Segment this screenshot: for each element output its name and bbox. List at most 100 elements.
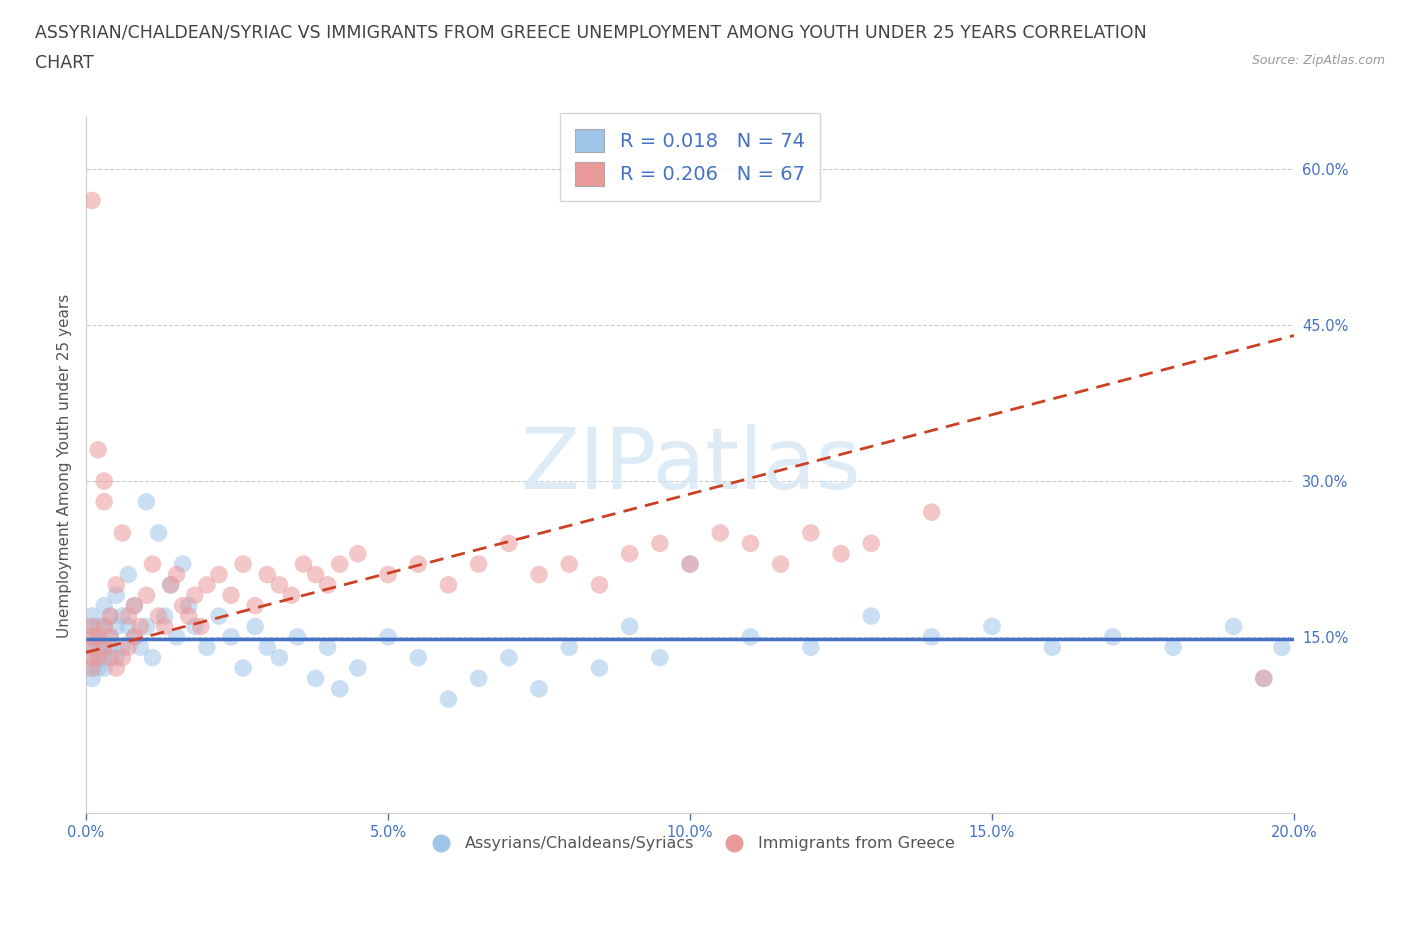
- Point: [82, 630, 104, 644]
- Point: [82, 671, 104, 685]
- Point: [124, 598, 146, 613]
- Point: [377, 567, 399, 582]
- Point: [93, 660, 115, 675]
- Point: [347, 660, 370, 675]
- Point: [208, 567, 231, 582]
- Point: [280, 588, 302, 603]
- Point: [166, 567, 188, 582]
- Point: [82, 640, 104, 655]
- Point: [304, 671, 326, 685]
- Point: [129, 640, 152, 655]
- Point: [87, 443, 110, 458]
- Point: [648, 650, 671, 665]
- Point: [347, 546, 370, 561]
- Point: [172, 598, 194, 613]
- Point: [98, 640, 121, 655]
- Point: [93, 473, 115, 488]
- Point: [124, 630, 146, 644]
- Point: [98, 608, 121, 623]
- Point: [93, 650, 115, 665]
- Point: [87, 630, 110, 644]
- Point: [177, 608, 200, 623]
- Point: [141, 650, 163, 665]
- Point: [921, 505, 943, 520]
- Point: [800, 640, 823, 655]
- Point: [740, 630, 762, 644]
- Point: [527, 567, 550, 582]
- Point: [588, 578, 610, 592]
- Point: [82, 650, 104, 665]
- Point: [105, 619, 128, 634]
- Point: [1161, 640, 1184, 655]
- Point: [82, 630, 104, 644]
- Point: [232, 557, 254, 572]
- Point: [800, 525, 823, 540]
- Point: [467, 671, 489, 685]
- Point: [93, 598, 115, 613]
- Point: [243, 619, 266, 634]
- Point: [82, 640, 104, 655]
- Point: [316, 640, 339, 655]
- Point: [105, 650, 128, 665]
- Point: [82, 660, 104, 675]
- Point: [82, 619, 104, 634]
- Point: [860, 608, 883, 623]
- Point: [184, 588, 207, 603]
- Point: [558, 557, 581, 572]
- Legend: Assyrians/Chaldeans/Syriacs, Immigrants from Greece: Assyrians/Chaldeans/Syriacs, Immigrants …: [419, 830, 962, 857]
- Point: [111, 608, 134, 623]
- Point: [269, 578, 291, 592]
- Point: [437, 692, 460, 707]
- Point: [93, 640, 115, 655]
- Point: [98, 608, 121, 623]
- Point: [98, 630, 121, 644]
- Point: [1101, 630, 1123, 644]
- Point: [98, 650, 121, 665]
- Point: [111, 640, 134, 655]
- Point: [82, 619, 104, 634]
- Point: [558, 640, 581, 655]
- Point: [527, 682, 550, 697]
- Point: [679, 557, 702, 572]
- Point: [124, 598, 146, 613]
- Text: ASSYRIAN/CHALDEAN/SYRIAC VS IMMIGRANTS FROM GREECE UNEMPLOYMENT AMONG YOUTH UNDE: ASSYRIAN/CHALDEAN/SYRIAC VS IMMIGRANTS F…: [35, 23, 1147, 41]
- Point: [588, 660, 610, 675]
- Point: [498, 650, 520, 665]
- Point: [93, 619, 115, 634]
- Point: [153, 608, 176, 623]
- Point: [377, 630, 399, 644]
- Point: [141, 557, 163, 572]
- Point: [105, 588, 128, 603]
- Point: [981, 619, 1004, 634]
- Point: [219, 630, 242, 644]
- Point: [287, 630, 309, 644]
- Point: [1042, 640, 1064, 655]
- Point: [93, 495, 115, 510]
- Point: [117, 640, 139, 655]
- Point: [93, 619, 115, 634]
- Point: [117, 567, 139, 582]
- Point: [166, 630, 188, 644]
- Point: [117, 619, 139, 634]
- Point: [148, 608, 170, 623]
- Point: [105, 660, 128, 675]
- Point: [98, 630, 121, 644]
- Point: [111, 650, 134, 665]
- Point: [148, 525, 170, 540]
- Point: [292, 557, 315, 572]
- Point: [159, 578, 181, 592]
- Point: [87, 660, 110, 675]
- Point: [269, 650, 291, 665]
- Point: [648, 536, 671, 551]
- Point: [195, 640, 218, 655]
- Point: [153, 619, 176, 634]
- Point: [437, 578, 460, 592]
- Point: [82, 650, 104, 665]
- Point: [111, 525, 134, 540]
- Point: [467, 557, 489, 572]
- Point: [406, 650, 429, 665]
- Point: [208, 608, 231, 623]
- Point: [87, 650, 110, 665]
- Point: [82, 608, 104, 623]
- Point: [82, 193, 104, 208]
